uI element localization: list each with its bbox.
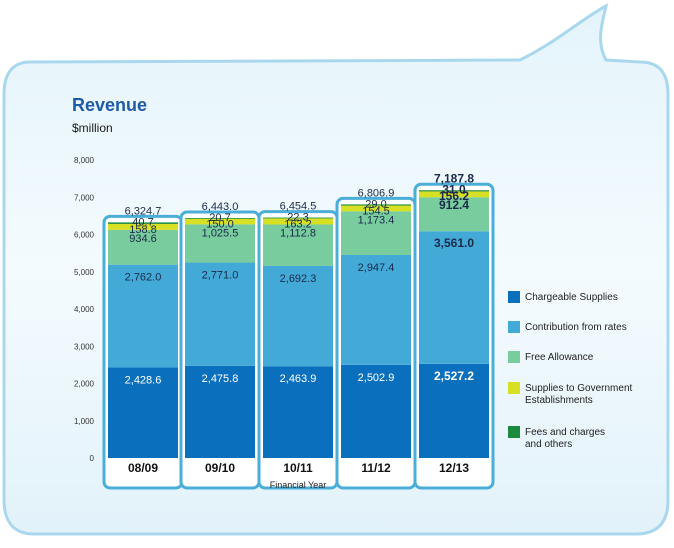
legend-label-line: Supplies to Government [525, 383, 633, 394]
total-label: 6,806.9 [358, 187, 395, 199]
data-label: 150.0 [206, 218, 234, 230]
legend-label: Free Allowance [525, 352, 650, 364]
total-label: 6,443.0 [202, 201, 239, 213]
legend-label: Contribution from rates [525, 322, 650, 334]
x-tick-label: 08/09 [128, 461, 158, 475]
data-label: 912.4 [439, 198, 469, 212]
legend-swatch [508, 291, 520, 303]
legend-label-line: Contribution from rates [525, 322, 627, 333]
bar-segment [341, 211, 411, 255]
bar-segment [341, 204, 411, 206]
bar-segment [419, 197, 489, 232]
data-label: 2,527.2 [434, 369, 474, 383]
y-tick-label: 7,000 [74, 193, 95, 202]
y-tick-label: 8,000 [74, 156, 95, 165]
data-label: 934.6 [129, 233, 157, 245]
data-label: 2,428.6 [125, 375, 162, 387]
x-axis-title: Financial Year [270, 480, 327, 490]
data-label: 20.7 [209, 212, 230, 224]
legend-label-line: and others [525, 439, 573, 450]
data-label: 2,463.9 [280, 373, 317, 385]
legend-swatch [508, 382, 520, 394]
y-tick-label: 2,000 [74, 380, 95, 389]
total-label: 6,454.5 [280, 201, 317, 213]
bar-segment [263, 265, 333, 367]
legend-label: Supplies to Government Establishments [525, 383, 650, 407]
x-tick-label: 09/10 [205, 461, 235, 475]
bar-segment [108, 367, 178, 458]
data-label: 1,173.4 [358, 214, 395, 226]
bar-segment [341, 364, 411, 458]
data-label: 154.5 [362, 205, 390, 217]
data-label: 40.7 [132, 216, 153, 228]
data-label: 2,762.0 [125, 272, 162, 284]
y-tick-label: 3,000 [74, 342, 95, 351]
x-tick-label: 11/12 [361, 461, 391, 475]
bar-segment [108, 264, 178, 368]
bar-segment [185, 218, 255, 225]
total-label: 6,324.7 [125, 205, 162, 217]
legend-swatch [508, 321, 520, 333]
legend-swatch [508, 351, 520, 363]
y-tick-label: 4,000 [74, 305, 95, 314]
bar-segment [263, 218, 333, 225]
bar-segment [419, 363, 489, 458]
data-label: 1,112.8 [280, 227, 316, 239]
data-label: 2,502.9 [358, 372, 395, 384]
bar-segment [108, 229, 178, 265]
legend-label-line: Free Allowance [525, 352, 594, 363]
legend-label-line: Chargeable Supplies [525, 292, 618, 303]
bar-segment [185, 365, 255, 458]
data-label: 158.8 [129, 224, 157, 236]
legend-label-line: Fees and charges [525, 427, 606, 438]
bar-segment [341, 254, 411, 365]
data-label: 22.3 [287, 212, 308, 224]
legend-label: Chargeable Supplies [525, 292, 650, 304]
total-label: 7,187.8 [434, 171, 474, 185]
bar-segment [185, 224, 255, 263]
x-tick-label: 12/13 [439, 461, 469, 475]
y-tick-label: 6,000 [74, 231, 95, 240]
bar-segment [419, 191, 489, 198]
legend-swatch [508, 426, 520, 438]
data-label: 2,947.4 [358, 262, 395, 274]
bar-segment [419, 231, 489, 364]
bar-segment [419, 190, 489, 192]
bar-segment [263, 224, 333, 266]
data-label: 1,025.5 [202, 227, 239, 239]
x-tick-label: 10/11 [283, 461, 313, 475]
data-label: 31.0 [442, 182, 466, 196]
y-tick-label: 1,000 [74, 417, 95, 426]
data-label: 156.2 [439, 189, 469, 203]
y-tick-label: 5,000 [74, 268, 95, 277]
legend-label-line: Establishments [525, 395, 593, 406]
bar-segment [185, 217, 255, 219]
chart-title: Revenue [72, 95, 148, 115]
unit-label: $million [72, 121, 113, 135]
data-label: 2,475.8 [202, 373, 239, 385]
data-label: 163.2 [284, 218, 312, 230]
data-label: 2,692.3 [280, 273, 317, 285]
bar-segment [108, 222, 178, 224]
bar-segment [108, 223, 178, 230]
bar-segment [185, 262, 255, 366]
data-label: 3,561.0 [434, 236, 474, 250]
data-label: 29.0 [365, 198, 386, 210]
legend-label: Fees and charges and others [525, 427, 650, 451]
bar-segment [263, 366, 333, 458]
bar-segment [263, 217, 333, 219]
bar-segment [341, 205, 411, 212]
y-tick-label: 0 [90, 454, 95, 463]
data-label: 2,771.0 [202, 270, 239, 282]
